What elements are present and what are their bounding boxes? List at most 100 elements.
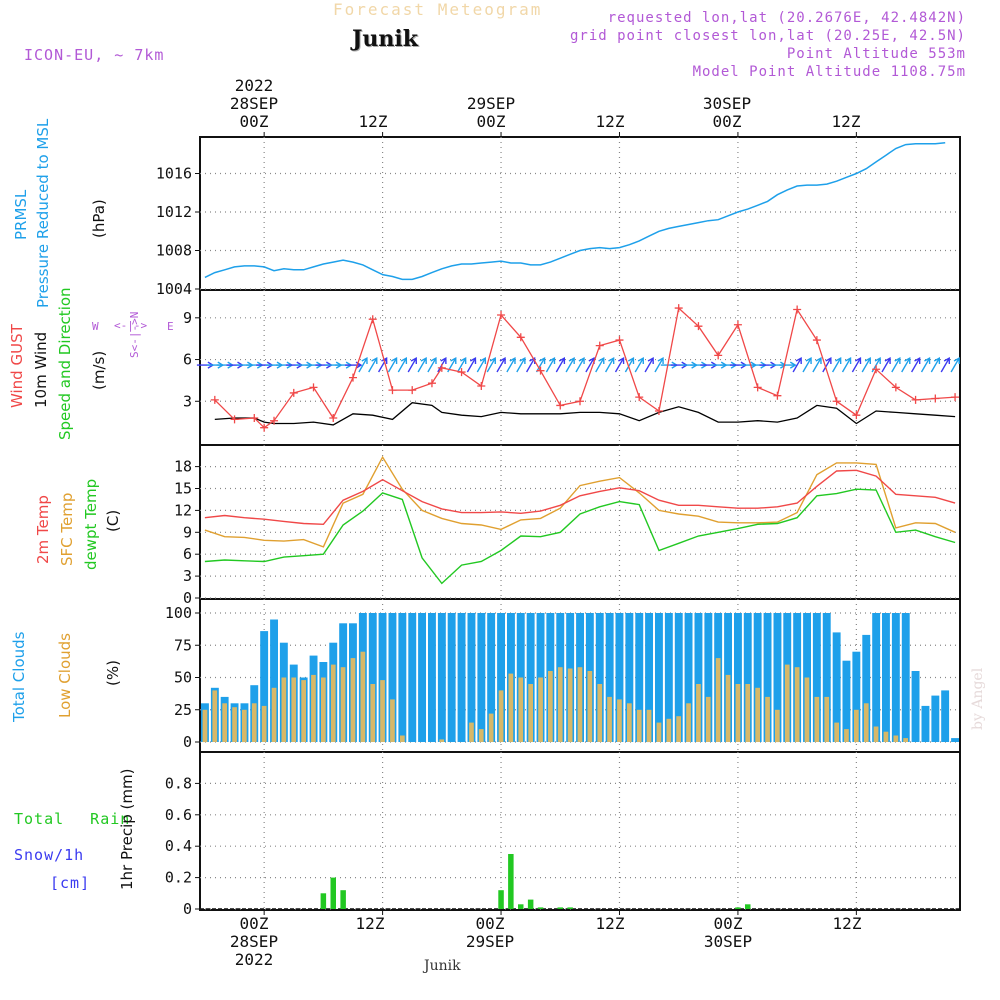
gust-marker-26	[694, 322, 703, 331]
total-cloud-bar-42	[615, 613, 624, 742]
bottom-hour-3: 12Z	[595, 914, 625, 933]
wind-arrow-65	[901, 356, 911, 373]
low-cloud-bar-14	[340, 667, 346, 742]
ytick-label-p4-2: 50	[174, 669, 192, 687]
point-altitude: Point Altitude 553m	[786, 46, 966, 62]
gust-marker-12	[427, 379, 436, 388]
low-cloud-bar-59	[784, 664, 790, 742]
gust-marker-4	[270, 416, 279, 425]
gust-marker-15	[477, 381, 486, 390]
low-cloud-bar-46	[656, 722, 662, 742]
ytick-label-p5-4: 0.8	[165, 774, 192, 792]
gust-marker-5	[289, 388, 298, 397]
rain-bar-5	[518, 904, 524, 909]
low-cloud-bar-29	[488, 713, 494, 742]
wind-arrow-31	[565, 356, 575, 373]
bottom-hour-4: 00Z	[713, 914, 743, 933]
ytick-label-p5-0: 0	[183, 900, 192, 918]
wind-arrow-15	[407, 356, 417, 373]
low-cloud-bar-55	[745, 684, 751, 742]
gust-marker-35	[872, 365, 881, 374]
total-cloud-bar-26	[457, 613, 466, 742]
rain-bar-2	[340, 890, 346, 909]
low-cloud-bar-10	[301, 680, 306, 742]
total-cloud-bar-54	[734, 613, 742, 742]
gust-marker-25	[674, 304, 683, 313]
rain-bar-7	[537, 907, 544, 909]
temp2m-line	[204, 469, 956, 526]
top-day-29: 29SEP	[466, 94, 516, 113]
top-hour-4: 00Z	[712, 112, 742, 131]
wind-arrow-70	[950, 356, 960, 373]
wind-arrow-30	[555, 356, 566, 373]
total-cloud-bar-24	[437, 613, 446, 742]
low-cloud-bar-43	[627, 703, 632, 742]
low-cloud-bar-27	[469, 722, 474, 742]
low-cloud-bar-9	[291, 677, 297, 742]
gust-marker-38	[931, 394, 940, 403]
rain-bar-10	[735, 907, 741, 909]
ytick-label-p1-2: 1012	[156, 203, 192, 221]
low-cloud-bar-44	[636, 709, 642, 743]
low-cloud-bar-67	[863, 703, 869, 742]
wind-arrow-26	[516, 356, 526, 373]
gust-marker-14	[457, 368, 466, 377]
gust-marker-32	[812, 336, 821, 345]
low-cloud-bar-61	[804, 677, 810, 742]
gust-marker-10	[388, 386, 397, 395]
gust-marker-19	[556, 401, 565, 410]
wind-arrow-68	[930, 356, 941, 373]
total-cloud-bar-46	[655, 613, 663, 742]
top-hour-2: 00Z	[476, 112, 506, 131]
low-cloud-bar-16	[360, 651, 366, 742]
wind-gust-line	[214, 306, 956, 429]
low-cloud-bar-13	[330, 664, 336, 742]
bottom-hour-1: 12Z	[355, 914, 385, 933]
compass-w: W	[92, 320, 99, 333]
low-cloud-bar-39	[587, 671, 593, 742]
gust-marker-13	[437, 363, 446, 372]
rain-bar-4	[508, 854, 514, 909]
gridpoint-coords: grid point closest lon,lat (20.25E, 42.5…	[569, 28, 966, 44]
gust-marker-23	[635, 393, 644, 402]
total-cloud-bar-33	[526, 613, 535, 742]
wind-arrow-38	[634, 356, 644, 373]
total-cloud-bar-51	[704, 613, 713, 742]
wind-arrow-61	[861, 356, 871, 373]
total-cloud-bar-71	[901, 613, 910, 742]
gust-marker-0	[210, 395, 219, 404]
ytick-label-p1-1: 1008	[156, 242, 192, 260]
wind-arrow-36	[614, 356, 625, 373]
gust-marker-3	[260, 423, 269, 432]
total-cloud-bar-74	[931, 695, 940, 742]
footer-station: Junik	[424, 958, 461, 974]
total-cloud-bar-28	[477, 613, 486, 742]
low-cloud-bar-8	[281, 677, 287, 742]
rain-bar-8	[557, 907, 563, 909]
ytick-label-p3-4: 12	[174, 501, 192, 519]
ytick-label-p3-2: 6	[183, 545, 192, 563]
low-cloud-bar-5	[251, 703, 257, 742]
ytick-label-p1-0: 1004	[156, 280, 192, 298]
wind-compass: W E <-|-> S<-|->N	[92, 292, 182, 362]
total-cloud-bar-49	[684, 613, 693, 742]
ytick-label-p4-1: 25	[174, 701, 192, 719]
low-cloud-bar-71	[903, 738, 908, 742]
rain-bar-9	[567, 907, 573, 909]
compass-e: E	[167, 320, 174, 333]
total-cloud-bar-22	[418, 613, 426, 742]
p5-label-b: Snow/1h	[14, 846, 85, 864]
total-cloud-bar-19	[388, 613, 397, 742]
total-cloud-bar-50	[694, 613, 703, 742]
total-cloud-bar-20	[398, 613, 407, 742]
rain-bar-11	[745, 904, 751, 909]
low-cloud-bar-49	[686, 703, 691, 742]
model-label: ICON-EU, ~ 7km	[24, 46, 165, 64]
ytick-label-p4-0: 0	[183, 733, 192, 751]
wind-arrow-13	[387, 356, 398, 373]
gust-marker-16	[497, 311, 506, 320]
wind-arrow-64	[891, 356, 901, 373]
low-cloud-bar-3	[232, 707, 237, 742]
low-cloud-bar-58	[775, 709, 780, 743]
